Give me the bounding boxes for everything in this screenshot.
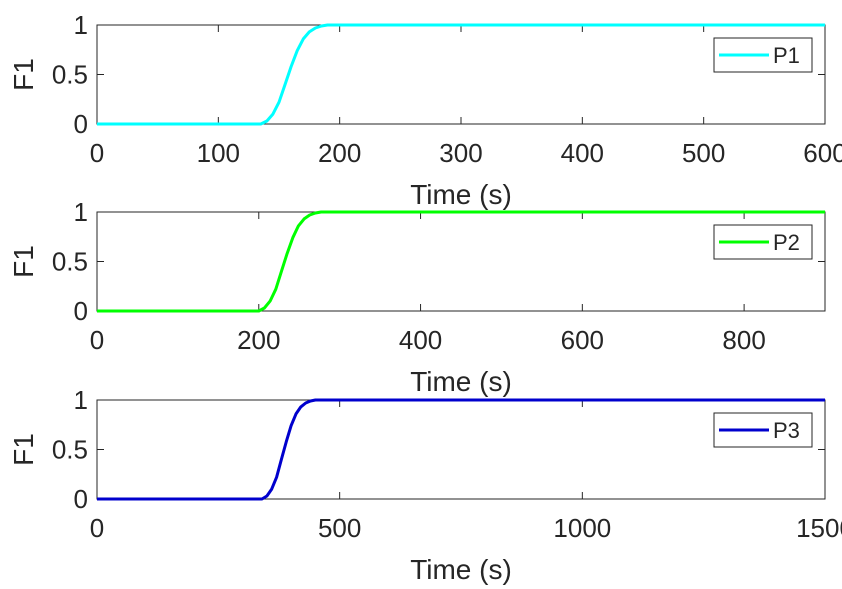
axes-2-ytick-label: 0.5 [52, 247, 88, 277]
axes-2-xtick-label: 400 [399, 325, 442, 355]
axes-3-xtick-label: 1000 [553, 513, 611, 543]
axes-1-ytick-label: 1 [74, 10, 88, 40]
legend-label-p1: P1 [773, 43, 800, 68]
series-line-p2 [97, 210, 825, 313]
axes-3-ylabel: F1 [8, 433, 39, 466]
legend-label-p2: P2 [773, 230, 800, 255]
axes-3-ytick-label: 0 [74, 484, 88, 514]
axes-2-ytick-label: 1 [74, 197, 88, 227]
axes-1-xtick-label: 0 [90, 138, 104, 168]
axes-3-xlabel: Time (s) [410, 554, 512, 585]
axes-3-xtick-label: 500 [318, 513, 361, 543]
legend-label-p3: P3 [773, 418, 800, 443]
axes-1-xtick-label: 200 [318, 138, 361, 168]
axes-3-xtick-label: 0 [90, 513, 104, 543]
axes-1-xtick-label: 300 [439, 138, 482, 168]
axes-2-xtick-label: 200 [237, 325, 280, 355]
series-line-p1 [97, 23, 825, 126]
axes-1-ytick-label: 0.5 [52, 60, 88, 90]
axes-2-xtick-label: 600 [561, 325, 604, 355]
axes-1-xtick-label: 600 [803, 138, 842, 168]
axes-3-ytick-label: 0.5 [52, 435, 88, 465]
axes-1-xtick-label: 400 [561, 138, 604, 168]
axes-2-ylabel: F1 [8, 245, 39, 278]
series-line-p3 [97, 398, 825, 501]
axes-2-xtick-label: 800 [722, 325, 765, 355]
axes-1-xtick-label: 500 [682, 138, 725, 168]
axes-1-xlabel: Time (s) [410, 179, 512, 210]
axes-2-xtick-label: 0 [90, 325, 104, 355]
axes-1-ylabel: F1 [8, 58, 39, 91]
axes-2-box [96, 211, 826, 312]
axes-2-xlabel: Time (s) [410, 366, 512, 397]
axes-3-box [96, 399, 826, 500]
axes-2-ytick-label: 0 [74, 296, 88, 326]
axes-1-ytick-label: 0 [74, 109, 88, 139]
axes-3-ytick-label: 1 [74, 385, 88, 415]
axes-1-xtick-label: 100 [197, 138, 240, 168]
axes-1-box [96, 24, 826, 125]
